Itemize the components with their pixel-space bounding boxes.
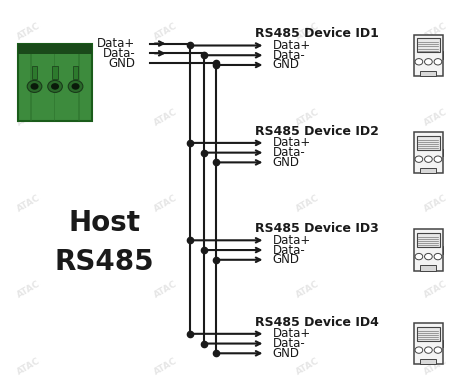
- Circle shape: [425, 59, 432, 65]
- Bar: [414, 230, 443, 271]
- Bar: [414, 132, 443, 173]
- Text: ATAC: ATAC: [16, 357, 42, 377]
- Bar: [414, 323, 443, 364]
- Text: RS485 Device ID3: RS485 Device ID3: [255, 222, 379, 235]
- Text: ATAC: ATAC: [295, 357, 321, 377]
- Text: GND: GND: [273, 59, 300, 72]
- Bar: [53, 66, 58, 79]
- Text: ATAC: ATAC: [16, 193, 42, 213]
- Text: ATAC: ATAC: [422, 279, 449, 299]
- Circle shape: [434, 253, 442, 260]
- Bar: [417, 327, 440, 341]
- Circle shape: [48, 81, 63, 92]
- Text: Data-: Data-: [273, 337, 305, 350]
- Text: Data+: Data+: [273, 136, 310, 149]
- Text: ATAC: ATAC: [16, 22, 42, 42]
- Text: ATAC: ATAC: [295, 22, 321, 42]
- Circle shape: [30, 83, 38, 90]
- Text: GND: GND: [109, 57, 136, 70]
- Bar: [417, 136, 440, 150]
- Text: ATAC: ATAC: [153, 357, 179, 377]
- Bar: [440, 52, 443, 59]
- Text: RS485 Device ID4: RS485 Device ID4: [255, 316, 379, 328]
- Circle shape: [434, 156, 442, 162]
- Circle shape: [415, 156, 423, 162]
- Circle shape: [434, 347, 442, 353]
- Circle shape: [415, 253, 423, 260]
- Text: Data+: Data+: [273, 327, 310, 340]
- Text: ATAC: ATAC: [153, 108, 179, 128]
- Text: ATAC: ATAC: [153, 22, 179, 42]
- Text: Data+: Data+: [97, 37, 136, 50]
- Bar: [414, 149, 417, 156]
- Text: Data-: Data-: [273, 146, 305, 159]
- Text: ATAC: ATAC: [16, 279, 42, 299]
- Text: ATAC: ATAC: [422, 108, 449, 128]
- Bar: [73, 66, 78, 79]
- Bar: [18, 43, 91, 122]
- Text: ATAC: ATAC: [295, 193, 321, 213]
- Bar: [414, 35, 443, 76]
- Text: Host: Host: [69, 209, 141, 237]
- Text: RS485 Device ID1: RS485 Device ID1: [255, 27, 379, 40]
- Text: ATAC: ATAC: [295, 279, 321, 299]
- Circle shape: [415, 59, 423, 65]
- Circle shape: [425, 253, 432, 260]
- Bar: [440, 149, 443, 156]
- Text: ATAC: ATAC: [422, 22, 449, 42]
- Bar: [417, 233, 440, 247]
- Bar: [414, 246, 417, 254]
- Text: ATAC: ATAC: [153, 193, 179, 213]
- Bar: [414, 340, 417, 347]
- Bar: [32, 66, 37, 79]
- Circle shape: [72, 83, 80, 90]
- Text: ATAC: ATAC: [422, 193, 449, 213]
- Text: ATAC: ATAC: [422, 357, 449, 377]
- Text: RS485: RS485: [55, 248, 155, 276]
- Text: RS485 Device ID2: RS485 Device ID2: [255, 125, 379, 138]
- Circle shape: [68, 81, 83, 92]
- Circle shape: [434, 59, 442, 65]
- Circle shape: [425, 156, 432, 162]
- Text: Data+: Data+: [273, 234, 310, 247]
- Bar: [440, 340, 443, 347]
- Circle shape: [27, 81, 42, 92]
- Text: GND: GND: [273, 347, 300, 360]
- Bar: [417, 38, 440, 52]
- Bar: [420, 265, 437, 271]
- Bar: [420, 359, 437, 364]
- Text: Data+: Data+: [273, 39, 310, 52]
- Text: Data-: Data-: [273, 49, 305, 62]
- Bar: [54, 54, 55, 122]
- Circle shape: [415, 347, 423, 353]
- Bar: [420, 70, 437, 76]
- Circle shape: [425, 347, 432, 353]
- Text: Data-: Data-: [273, 244, 305, 256]
- Text: Data-: Data-: [103, 47, 136, 60]
- Circle shape: [51, 83, 59, 90]
- Text: ATAC: ATAC: [153, 279, 179, 299]
- Bar: [440, 246, 443, 254]
- Text: GND: GND: [273, 253, 300, 266]
- Bar: [414, 52, 417, 59]
- Bar: [18, 43, 91, 54]
- Bar: [30, 54, 32, 122]
- Text: ATAC: ATAC: [295, 108, 321, 128]
- Text: ATAC: ATAC: [16, 108, 42, 128]
- Text: GND: GND: [273, 156, 300, 169]
- Bar: [420, 168, 437, 173]
- Bar: [79, 54, 80, 122]
